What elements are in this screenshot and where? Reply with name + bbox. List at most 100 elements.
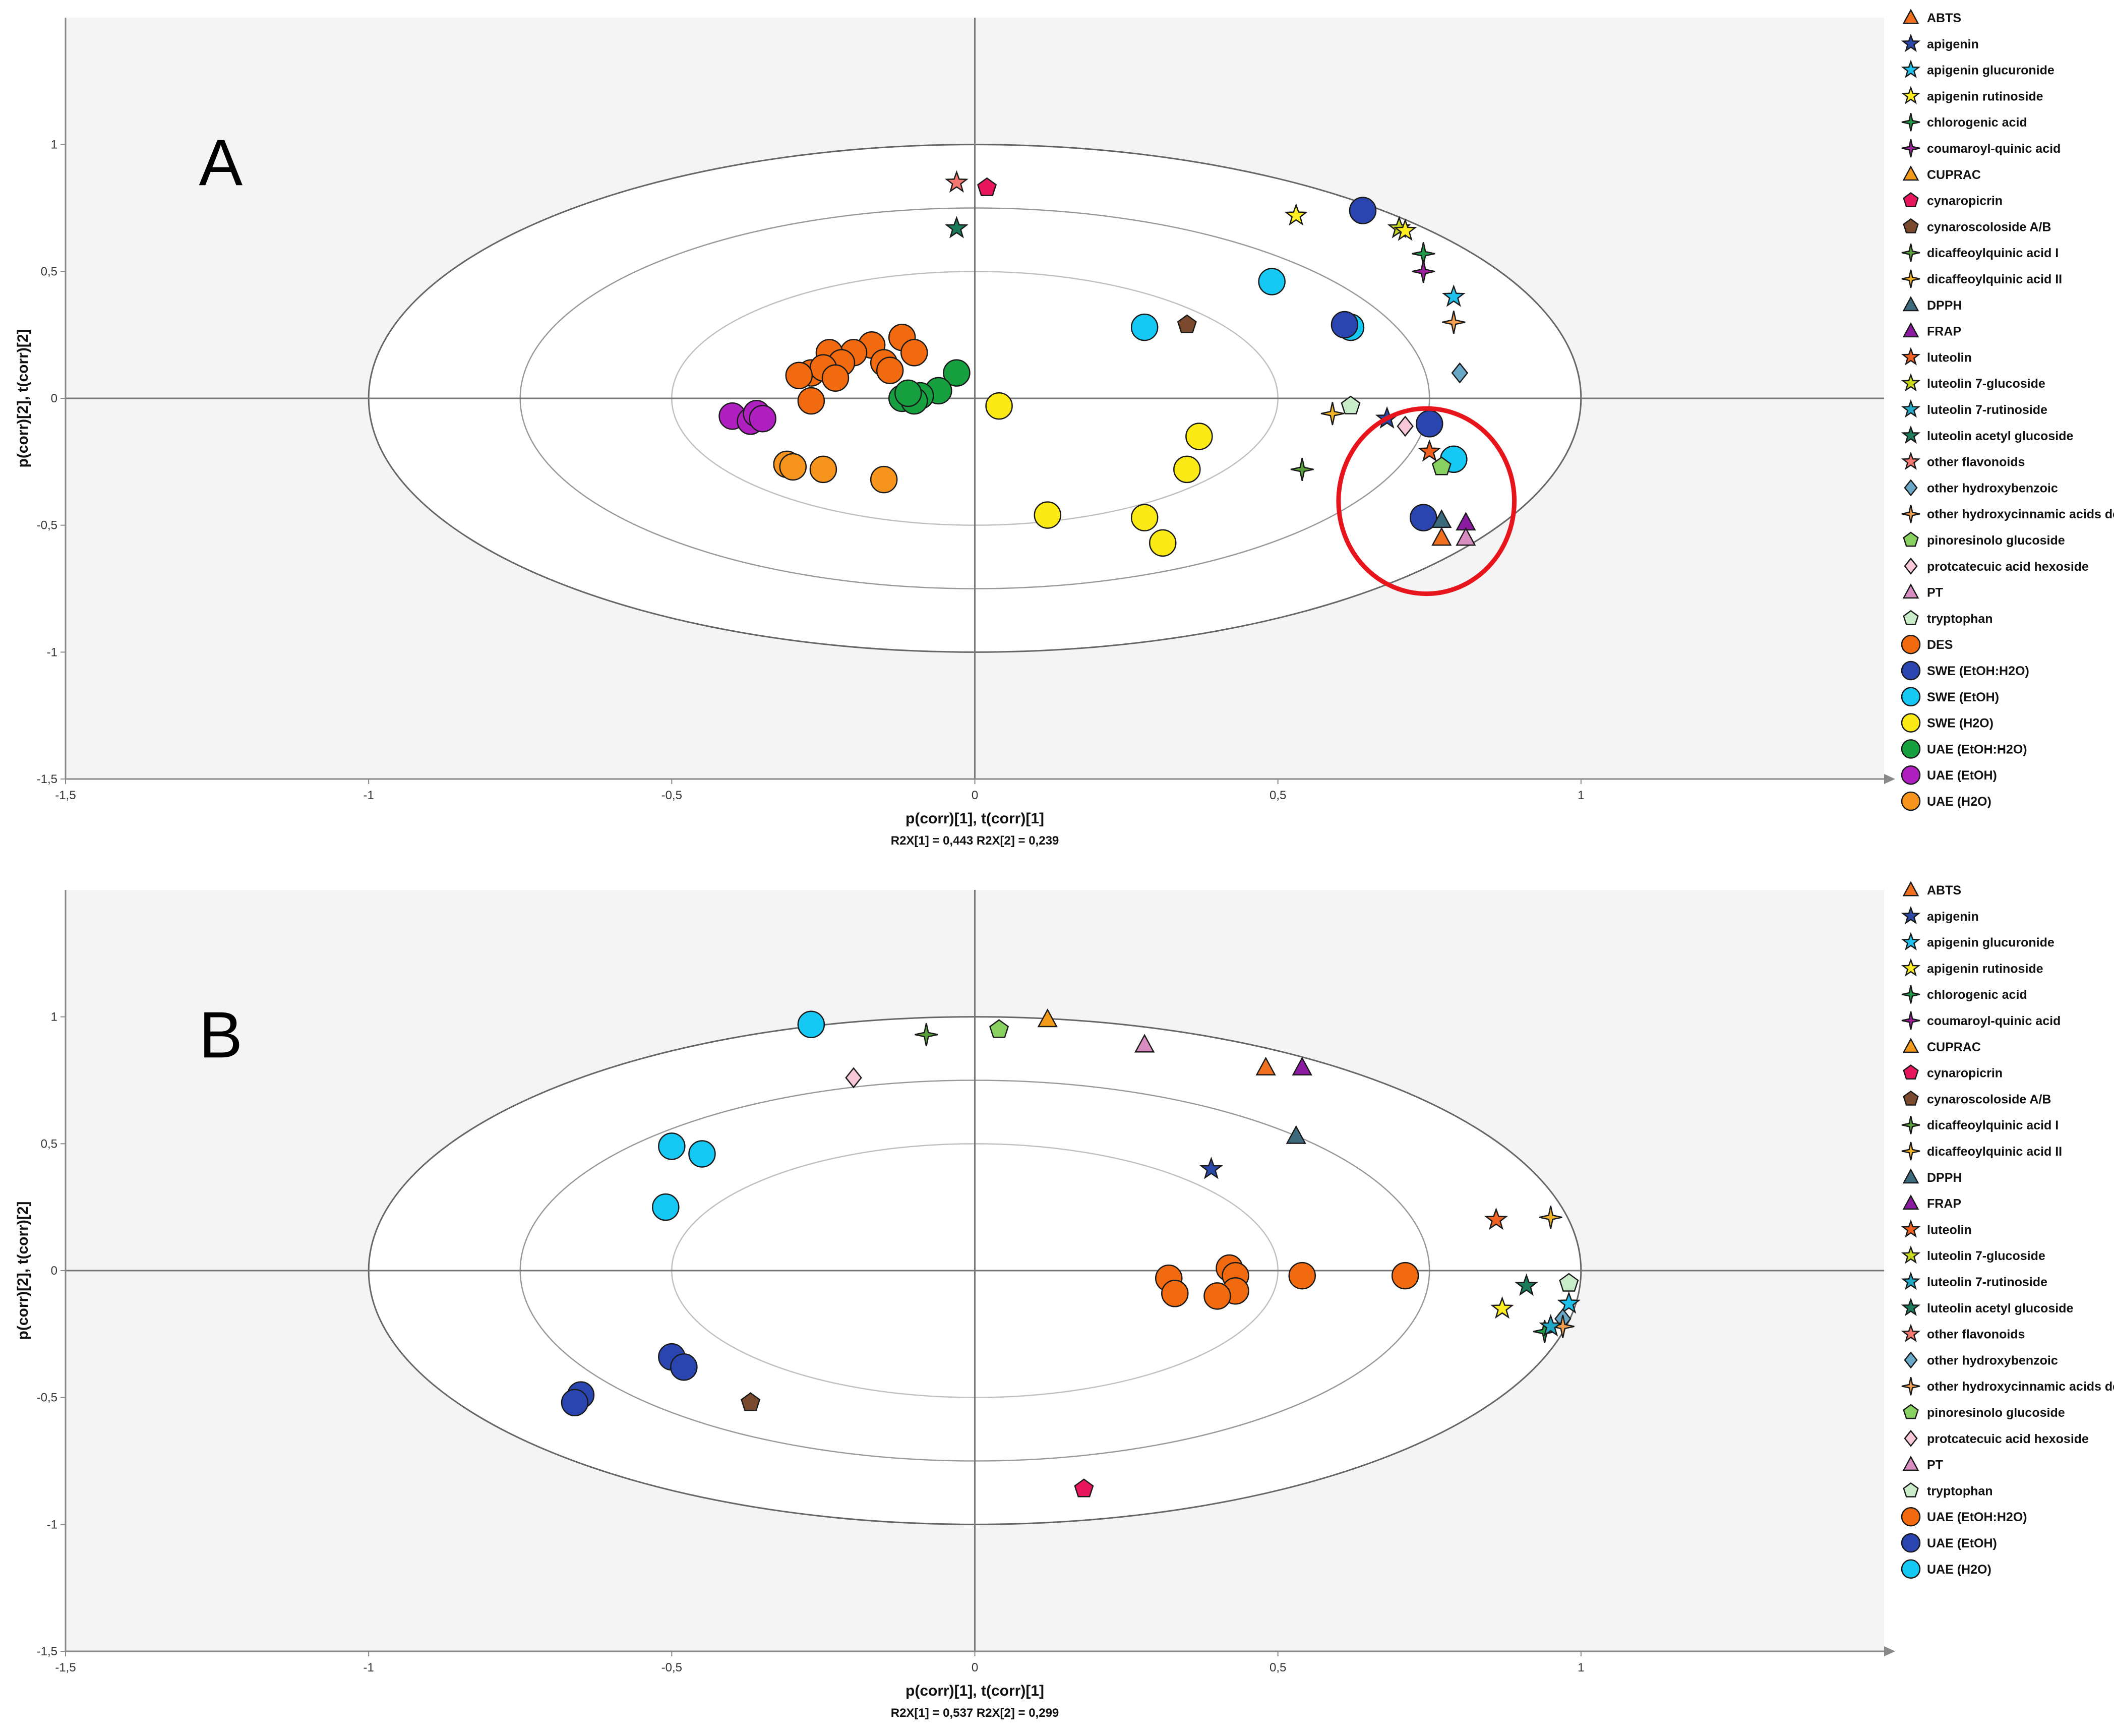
legend-label: UAE (EtOH:H2O) bbox=[1927, 742, 2027, 756]
r2x-footnote: R2X[1] = 0,537 R2X[2] = 0,299 bbox=[891, 1706, 1059, 1720]
legend-marker-dicaffeoylquinic-acid-ii bbox=[1901, 269, 1920, 288]
legend-marker-other-flavonoids bbox=[1901, 1324, 1921, 1342]
legend-label: protcatecuic acid hexoside bbox=[1927, 560, 2089, 574]
legend-label: apigenin bbox=[1927, 37, 1979, 51]
legend-marker-cuprac bbox=[1902, 165, 1919, 181]
legend-marker-dicaffeoylquinic-acid-i bbox=[1901, 1115, 1920, 1134]
legend-label: apigenin rutinoside bbox=[1927, 962, 2043, 976]
x-axis-arrow-icon bbox=[1884, 774, 1895, 784]
point-uae-etoh-h2o bbox=[1203, 1282, 1231, 1310]
point-tryptophan bbox=[1341, 395, 1361, 414]
panel-letter: B bbox=[199, 998, 243, 1071]
legend-marker-dicaffeoylquinic-acid-ii bbox=[1901, 1142, 1920, 1161]
legend-marker-other-hydroxycinnamic-acids-der bbox=[1901, 504, 1920, 523]
point-uae-etoh-h2o bbox=[943, 359, 971, 387]
point-uae-h2o bbox=[779, 453, 807, 481]
legend-marker-pt bbox=[1902, 1455, 1919, 1471]
legend-label: dicaffeoylquinic acid I bbox=[1927, 246, 2059, 260]
point-pt bbox=[1134, 1034, 1155, 1053]
panel-letter: A bbox=[199, 126, 243, 199]
legend-label: apigenin bbox=[1927, 910, 1979, 924]
legend-label: cynaroscoloside A/B bbox=[1927, 1092, 2051, 1106]
legend-label: luteolin bbox=[1927, 1223, 1972, 1237]
legend-marker-pt bbox=[1902, 583, 1919, 599]
legend-label: dicaffeoylquinic acid II bbox=[1927, 1145, 2062, 1159]
legend-marker-uae-etoh-h2o bbox=[1901, 739, 1921, 759]
point-tryptophan bbox=[1559, 1273, 1579, 1292]
point-protcatecuic-acid-hexoside bbox=[845, 1067, 862, 1089]
legend-label: UAE (EtOH) bbox=[1927, 768, 1997, 783]
legend-marker-uae-etoh-h2o bbox=[1901, 1507, 1921, 1527]
legend-marker-swe-etoh bbox=[1901, 687, 1921, 707]
legend-marker-apigenin bbox=[1901, 33, 1921, 52]
legend-label: CUPRAC bbox=[1927, 1040, 1981, 1054]
point-cynaropicrin bbox=[1074, 1478, 1094, 1498]
legend-label: ABTS bbox=[1927, 11, 1961, 25]
legend-label: other hydroxybenzoic bbox=[1927, 481, 2058, 495]
y-tick-label: 0,5 bbox=[41, 265, 57, 278]
y-tick-label: 1 bbox=[51, 1010, 57, 1024]
y-axis-title: p(corr)[2], t(corr)[2] bbox=[15, 1202, 31, 1340]
point-other-flavonoids bbox=[945, 170, 969, 193]
point-luteolin-7-rutinoside bbox=[1539, 1314, 1563, 1337]
point-swe-h2o bbox=[1185, 423, 1213, 450]
legend-marker-luteolin bbox=[1901, 347, 1921, 366]
legend-marker-cynaroscoloside-a-b bbox=[1903, 1090, 1919, 1106]
legend-label: protcatecuic acid hexoside bbox=[1927, 1432, 2089, 1446]
panel-a: -1,5 -1 -0,5 0 0,5 1 1 0,5 0 -0,5 -1 -1,5 p(corr)[1]… bbox=[15, 9, 2114, 848]
legend-label: cynaroscoloside A/B bbox=[1927, 220, 2051, 234]
legend-marker-pinoresinolo-glucoside bbox=[1903, 531, 1919, 547]
point-swe-h2o bbox=[1130, 504, 1159, 531]
legend-marker-frap bbox=[1902, 1194, 1919, 1210]
legend-label: chlorogenic acid bbox=[1927, 988, 2027, 1002]
legend-marker-cynaropicrin bbox=[1903, 1064, 1919, 1080]
legend-label: dicaffeoylquinic acid I bbox=[1927, 1118, 2059, 1132]
legend-label: FRAP bbox=[1927, 1197, 1961, 1211]
point-uae-h2o bbox=[797, 1010, 825, 1039]
point-uae-etoh bbox=[670, 1353, 698, 1381]
y-tick-label: -0,5 bbox=[37, 1391, 57, 1405]
legend-label: coumaroyl-quinic acid bbox=[1927, 1014, 2061, 1028]
x-axis-title: p(corr)[1], t(corr)[1] bbox=[905, 1683, 1044, 1699]
point-swe-etoh-h2o bbox=[1416, 410, 1443, 438]
legend-marker-cuprac bbox=[1902, 1038, 1919, 1053]
legend-label: luteolin 7-rutinoside bbox=[1927, 1275, 2047, 1289]
legend-marker-luteolin-7-rutinoside bbox=[1901, 399, 1921, 418]
legend-marker-tryptophan bbox=[1903, 610, 1919, 625]
legend-marker-uae-etoh bbox=[1901, 1533, 1921, 1553]
point-uae-etoh-h2o bbox=[894, 379, 922, 407]
legend-marker-cynaropicrin bbox=[1903, 192, 1919, 207]
legend-marker-uae-etoh bbox=[1901, 765, 1921, 785]
point-uae-h2o bbox=[809, 455, 837, 484]
legend-label: other hydroxycinnamic acids der bbox=[1927, 507, 2114, 521]
point-des bbox=[797, 387, 825, 415]
point-luteolin-acetyl-glucoside bbox=[945, 216, 969, 238]
legend-label: other flavonoids bbox=[1927, 455, 2025, 469]
x-axis-arrow-icon bbox=[1884, 1646, 1895, 1656]
highlight-ellipse bbox=[1336, 406, 1517, 596]
point-swe-h2o bbox=[985, 392, 1013, 420]
legend-marker-apigenin-glucuronide bbox=[1901, 932, 1921, 950]
legend-label: UAE (H2O) bbox=[1927, 1563, 1991, 1577]
point-uae-h2o bbox=[688, 1140, 716, 1168]
y-tick-label: -1 bbox=[47, 645, 57, 659]
point-abts bbox=[1431, 527, 1452, 546]
x-tick-label: -1 bbox=[363, 789, 374, 802]
point-cuprac bbox=[1037, 1008, 1058, 1028]
point-luteolin bbox=[1484, 1207, 1508, 1230]
point-dicaffeoylquinic-acid-i bbox=[1290, 457, 1314, 481]
legend-marker-dpph bbox=[1902, 296, 1919, 312]
legend-label: luteolin acetyl glucoside bbox=[1927, 429, 2073, 443]
point-apigenin-glucuronide bbox=[1557, 1291, 1581, 1314]
legend-label: SWE (EtOH) bbox=[1927, 690, 1999, 704]
point-dicaffeoylquinic-acid-ii bbox=[1320, 402, 1344, 426]
point-apigenin-glucuronide bbox=[1441, 284, 1466, 307]
legend-label: tryptophan bbox=[1927, 1484, 1993, 1498]
x-tick-label: 0 bbox=[972, 789, 978, 802]
legend-label: luteolin 7-glucoside bbox=[1927, 377, 2045, 391]
y-tick-label: -1,5 bbox=[37, 772, 57, 786]
legend-label: pinoresinolo glucoside bbox=[1927, 533, 2065, 548]
legend-label: apigenin rutinoside bbox=[1927, 89, 2043, 103]
point-frap bbox=[1292, 1056, 1312, 1075]
